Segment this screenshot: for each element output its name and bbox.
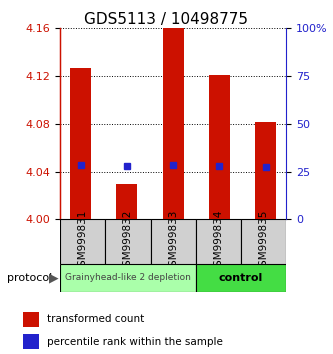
Bar: [117, 184, 137, 219]
FancyBboxPatch shape: [60, 219, 105, 264]
Bar: [209, 75, 230, 219]
Bar: [23, 334, 39, 349]
Text: GSM999834: GSM999834: [213, 210, 223, 273]
FancyBboxPatch shape: [105, 219, 151, 264]
Bar: [70, 68, 91, 219]
Text: ▶: ▶: [49, 272, 59, 284]
FancyBboxPatch shape: [196, 264, 286, 292]
Bar: [23, 312, 39, 327]
FancyBboxPatch shape: [151, 219, 196, 264]
Text: GSM999835: GSM999835: [259, 210, 269, 273]
FancyBboxPatch shape: [241, 219, 286, 264]
Text: protocol: protocol: [7, 273, 52, 283]
FancyBboxPatch shape: [60, 264, 196, 292]
Bar: [163, 28, 183, 219]
Text: Grainyhead-like 2 depletion: Grainyhead-like 2 depletion: [65, 273, 191, 282]
Bar: [255, 121, 276, 219]
Text: transformed count: transformed count: [47, 314, 144, 324]
Text: GSM999831: GSM999831: [78, 210, 88, 273]
Text: percentile rank within the sample: percentile rank within the sample: [47, 337, 222, 347]
Text: GSM999832: GSM999832: [123, 210, 133, 273]
Text: control: control: [219, 273, 263, 283]
FancyBboxPatch shape: [196, 219, 241, 264]
Text: GSM999833: GSM999833: [168, 210, 178, 273]
Text: GDS5113 / 10498775: GDS5113 / 10498775: [85, 12, 248, 27]
